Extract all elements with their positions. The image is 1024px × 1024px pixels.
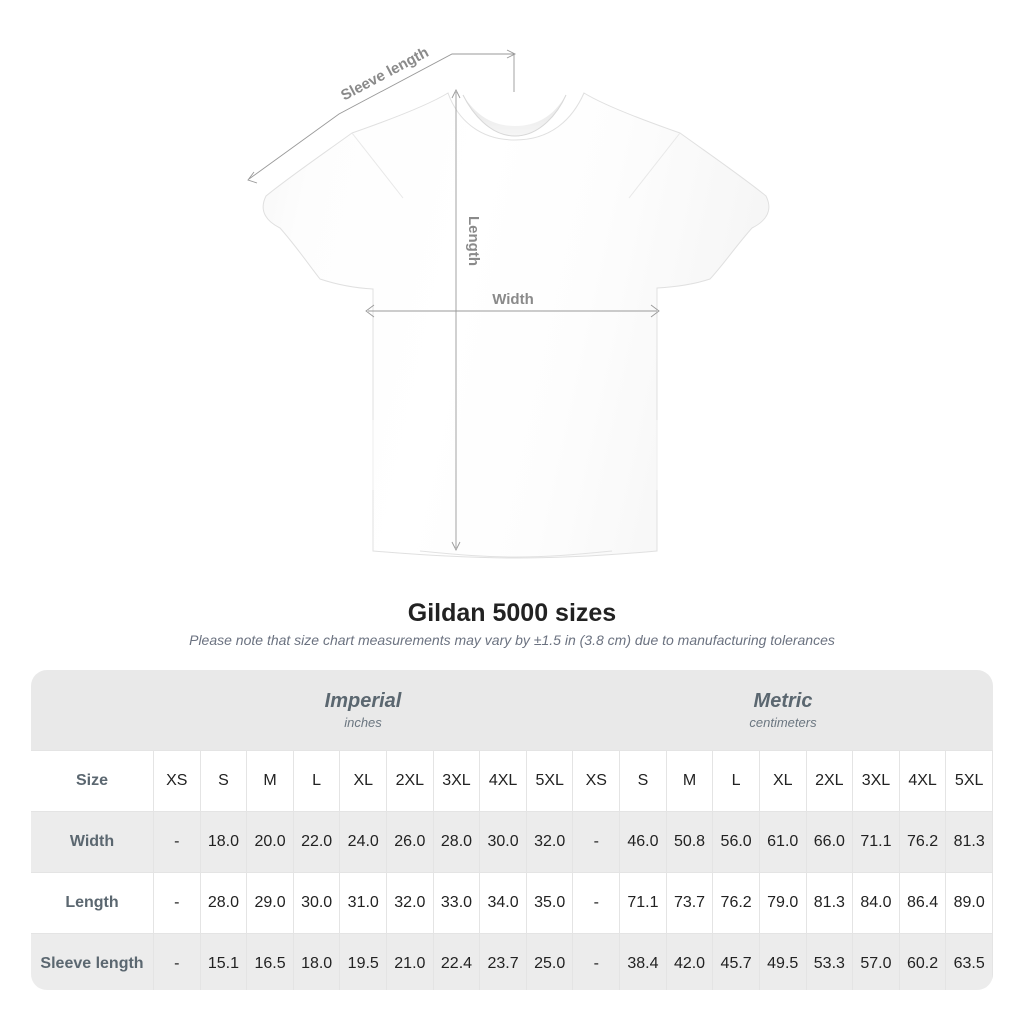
svg-text:Sleeve length: Sleeve length <box>338 44 431 104</box>
svg-text:Length: Length <box>465 216 482 266</box>
svg-text:Width: Width <box>492 291 534 308</box>
